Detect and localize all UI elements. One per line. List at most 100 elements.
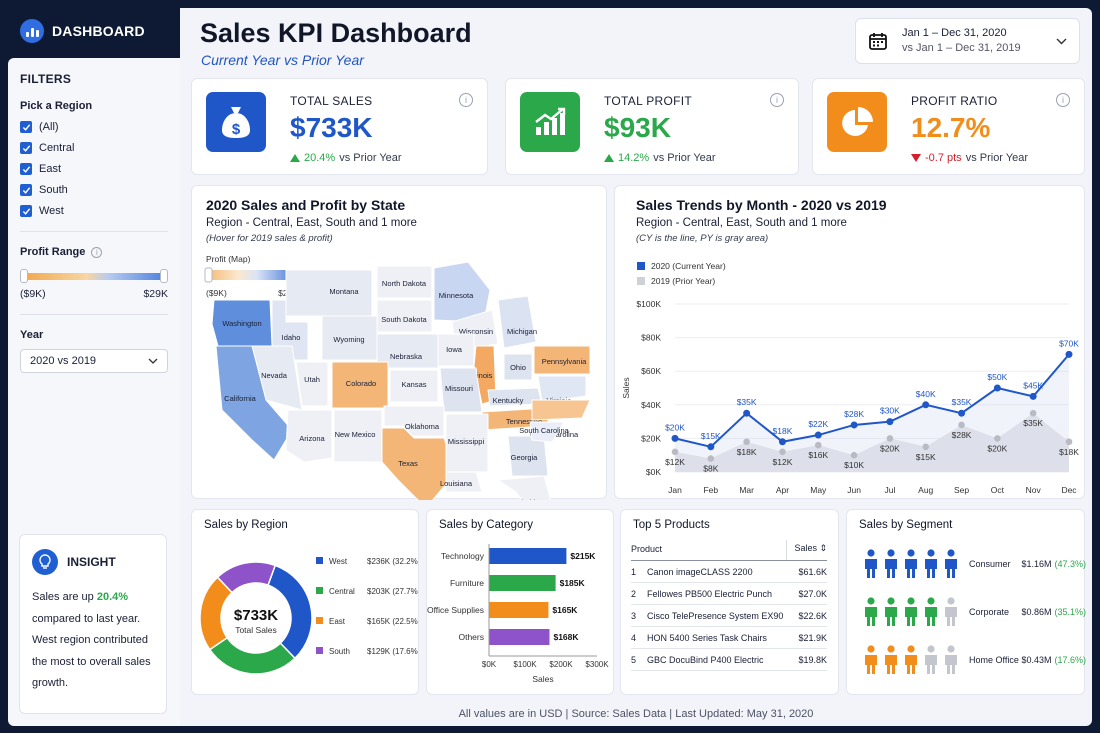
range-max-handle[interactable] xyxy=(160,269,168,283)
category-value: $185K xyxy=(560,578,586,588)
state-montana[interactable]: Montana xyxy=(285,269,373,317)
state-nebraska[interactable]: Nebraska xyxy=(376,333,439,369)
state-georgia[interactable]: Georgia xyxy=(507,435,549,477)
state-south-dakota[interactable]: South Dakota xyxy=(376,299,433,333)
region-checkbox[interactable]: East xyxy=(20,163,168,175)
prior-year-label: $18K xyxy=(1059,447,1079,457)
region-checkbox[interactable]: West xyxy=(20,205,168,217)
legend-swatch xyxy=(316,587,323,594)
state-label: Wyoming xyxy=(333,335,364,344)
state-michigan[interactable]: Michigan xyxy=(497,295,537,349)
state-north-dakota[interactable]: North Dakota xyxy=(376,265,433,299)
state-missouri[interactable]: Missouri xyxy=(439,367,483,413)
prior-year-label: $16K xyxy=(808,450,828,460)
profit-range-slider[interactable] xyxy=(20,269,168,283)
table-row[interactable]: 3 Cisco TelePresence System EX90 $22.6K xyxy=(631,604,827,627)
region-checkbox[interactable]: (All) xyxy=(20,121,168,133)
state-label: Minnesota xyxy=(439,291,474,300)
state-minnesota[interactable]: Minnesota xyxy=(433,261,491,323)
current-year-point xyxy=(814,431,822,439)
state-colorado[interactable]: Colorado xyxy=(331,361,389,409)
legend-value: $129K (17.6%) xyxy=(367,647,418,656)
segment-row[interactable]: Corporate $0.86M (35.1%) xyxy=(847,588,1086,636)
region-checkbox-list: (All) Central East South West xyxy=(20,121,168,217)
category-bar xyxy=(489,629,550,645)
state-florida[interactable]: Florida xyxy=(496,475,558,500)
info-icon[interactable]: i xyxy=(770,93,784,107)
year-select[interactable]: 2020 vs 2019 xyxy=(20,349,168,373)
kpi-card-profit-ratio: PROFIT RATIO 12.7% -0.7 pts vs Prior Yea… xyxy=(812,78,1085,175)
state-arizona[interactable]: Arizona xyxy=(285,409,333,463)
table-row[interactable]: 1 Canon imageCLASS 2200 $61.6K xyxy=(631,560,827,583)
state-california[interactable]: California xyxy=(215,345,293,461)
main-content: Sales KPI Dashboard Current Year vs Prio… xyxy=(180,8,1092,726)
table-row[interactable]: 5 GBC DocuBind P400 Electric $19.8K xyxy=(631,648,827,671)
table-row[interactable]: 4 HON 5400 Series Task Chairs $21.9K xyxy=(631,626,827,649)
checkbox-checked-icon[interactable] xyxy=(20,163,32,175)
y-tick-label: $0K xyxy=(646,467,661,477)
checkbox-checked-icon[interactable] xyxy=(20,121,32,133)
state-washington[interactable]: Washington xyxy=(211,299,273,347)
state-label: Texas xyxy=(398,459,418,468)
state-louisiana[interactable]: Louisiana xyxy=(440,471,483,493)
trend-subtitle: Region - Central, East, South and 1 more xyxy=(636,217,847,229)
segment-value: $0.43M xyxy=(1021,655,1052,665)
region-checkbox[interactable]: Central xyxy=(20,142,168,154)
prior-year-label: $8K xyxy=(703,464,718,474)
x-tick-label: Mar xyxy=(739,485,754,495)
region-checkbox[interactable]: South xyxy=(20,184,168,196)
table-row[interactable]: 2 Fellowes PB500 Electric Punch $27.0K xyxy=(631,582,827,605)
divider xyxy=(20,231,168,232)
category-bar xyxy=(489,602,549,618)
y-tick-label: $60K xyxy=(641,366,661,376)
region-checkbox-label: West xyxy=(39,205,64,217)
x-tick-label: Nov xyxy=(1026,485,1042,495)
range-min-handle[interactable] xyxy=(20,269,28,283)
x-tick-label: Dec xyxy=(1061,485,1077,495)
map-legend: Profit (Map) ($9K) $29K xyxy=(204,254,298,298)
product-sales: $27.0K xyxy=(786,582,827,605)
checkbox-checked-icon[interactable] xyxy=(20,142,32,154)
info-icon[interactable]: i xyxy=(91,246,103,258)
region-title: Sales by Region xyxy=(204,519,288,531)
products-panel: Top 5 Products Product Sales ⇕ 1 Canon im… xyxy=(620,509,839,695)
brand[interactable]: DASHBOARD xyxy=(8,8,180,54)
date-range-picker[interactable]: Jan 1 – Dec 31, 2020 vs Jan 1 – Dec 31, … xyxy=(855,18,1080,64)
checkbox-checked-icon[interactable] xyxy=(20,205,32,217)
segment-row[interactable]: Home Office $0.43M (17.6%) xyxy=(847,636,1086,684)
category-value: $165K xyxy=(552,605,578,615)
state-label: Florida xyxy=(517,498,541,500)
state-new-mexico[interactable]: New Mexico xyxy=(333,409,383,463)
person-icon xyxy=(925,645,937,674)
state-mississippi[interactable]: Mississippi xyxy=(445,413,489,473)
info-icon[interactable]: i xyxy=(1056,93,1070,107)
prior-year-point xyxy=(922,443,930,451)
state-utah[interactable]: Utah xyxy=(295,361,329,407)
state-south-carolina[interactable]: South Carolina xyxy=(519,421,570,443)
state-texas[interactable]: Texas xyxy=(381,427,457,500)
footer-note: All values are in USD | Source: Sales Da… xyxy=(458,708,814,720)
prior-year-label: $10K xyxy=(844,460,864,470)
trend-chart[interactable]: 2020 (Current Year) 2019 (Prior Year) $0K $… xyxy=(615,248,1084,498)
us-map[interactable]: Profit (Map) ($9K) $29K Washington Idaho M… xyxy=(192,250,606,500)
legend-category: Central xyxy=(329,587,355,596)
legend-swatch-cy xyxy=(637,262,645,270)
state-pennsylvania[interactable]: Pennsylvania xyxy=(533,345,591,375)
segment-row[interactable]: Consumer $1.16M (47.3%) xyxy=(847,540,1086,588)
x-tick-label: $100K xyxy=(513,660,537,669)
category-bar-chart[interactable]: Technology $215K Furniture $185K Office Supp… xyxy=(427,534,613,694)
current-year-point xyxy=(743,409,751,417)
checkbox-checked-icon[interactable] xyxy=(20,184,32,196)
col-sales-sort[interactable]: Sales ⇕ xyxy=(786,540,827,561)
segment-icons xyxy=(863,597,963,627)
info-icon[interactable]: i xyxy=(459,93,473,107)
state-kansas[interactable]: Kansas xyxy=(389,369,439,403)
state-wyoming[interactable]: Wyoming xyxy=(321,315,378,361)
state-ohio[interactable]: Ohio xyxy=(503,353,533,381)
person-icon xyxy=(885,549,897,578)
segment-pct: (17.6%) xyxy=(1054,655,1086,665)
segment-panel: Sales by Segment Consumer $1.16M (47.3%) Co… xyxy=(846,509,1086,695)
state-iowa[interactable]: Iowa xyxy=(437,333,475,367)
person-icon xyxy=(905,549,917,578)
